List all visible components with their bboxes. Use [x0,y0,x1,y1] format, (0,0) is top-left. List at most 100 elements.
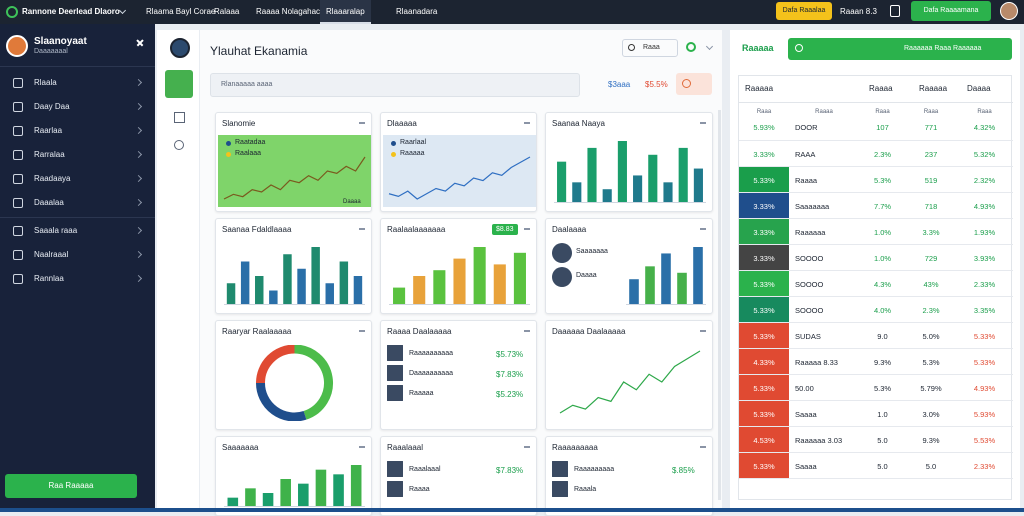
menu-label: Rarralaa [34,150,65,159]
bar [227,497,239,507]
item-name: Raaalaaal [409,466,441,473]
card-menu[interactable] [359,446,365,448]
search-text: Raaaaaa Raaa Raaaaaa [904,45,982,52]
bar [473,247,486,305]
legend-label: Raaaaa [400,150,425,157]
card-menu[interactable] [700,122,706,124]
table-cell: 3.93% [973,254,996,263]
chevron [134,274,143,283]
menu-item[interactable]: Rlaala [0,73,155,93]
card-menu[interactable] [524,228,530,230]
card-menu[interactable] [700,228,706,230]
table-row[interactable]: 4.53% Raaaaaa 3.03 5.0 9.3% 5.53% [739,427,1013,453]
table-cell: 5.33% [973,332,996,341]
icon [890,5,900,17]
nav-tab[interactable]: Rlaama Bayl Corae [146,7,216,16]
nav-tab[interactable]: Ralaaa [214,7,240,16]
menu-item[interactable]: Daay Daa [0,97,155,117]
table-row[interactable]: 3.33% Saaaaaaa 7.7% 718 4.93% [739,193,1013,219]
card-menu[interactable] [359,228,365,230]
tool-icon[interactable] [174,112,185,123]
table-row[interactable]: 5.33% Raaaa 5.3% 519 2.32% [739,167,1013,193]
table-row[interactable]: 5.33% SOOOO 4.0% 2.3% 3.35% [739,297,1013,323]
main-panel: Ylauhat Ekanamia Raaa Rlanaaaaa aaaa $3aaa $… [200,30,722,516]
donut-slice [256,345,295,384]
card: Saanaa Naaya [545,112,713,212]
chart [224,465,365,507]
main-title: Ylauhat Ekanamia [210,44,308,58]
table-cell: 5.93% [973,410,996,419]
menu-item[interactable]: Rarralaa [0,145,155,165]
table-row[interactable]: 3.33% Raaaaaa 1.0% 3.3% 1.93% [739,219,1013,245]
table-row[interactable]: 5.93% DOOR 107 771 4.32% [739,117,1013,141]
filter[interactable]: Raaa [622,39,678,57]
card-menu[interactable] [524,446,530,448]
chevron [134,198,143,207]
nav-tab[interactable]: Rlaaaralap [320,0,371,24]
card: Daaaaaa Daalaaaaa [545,320,713,430]
table-row[interactable]: 5.33% SOOOO 4.3% 43% 2.33% [739,271,1013,297]
menu-item[interactable]: Daaalaa [0,193,155,213]
card-menu[interactable] [700,446,706,448]
menu-item[interactable]: Raadaaya [0,169,155,189]
table-row[interactable]: 4.33% Raaaaa 8.33 9.3% 5.3% 5.33% [739,349,1013,375]
column-header[interactable]: Raaaa [869,84,893,93]
menu-item[interactable]: Naalraaal [0,245,155,265]
table-row[interactable]: 3.33% SOOOO 1.0% 729 3.93% [739,245,1013,271]
card: Raaalaaal Raaalaaal $7.83% Raaaa [380,436,537,516]
legend-dot [391,141,396,146]
table-row[interactable]: 5.33% 50.00 5.3% 5.79% 4.93% [739,375,1013,401]
menu-item[interactable]: Rannlaa [0,269,155,289]
top-bar: Rannone Deerlead Dlaoro Rlaama Bayl Corae… [0,0,1024,24]
nav-tab[interactable]: Raaaa Nolagahach [256,7,325,16]
nav-tab[interactable]: Rlaanadara [396,7,438,16]
search-icon[interactable] [686,42,696,52]
card: Saaaaaaa [215,436,372,516]
menu-item[interactable]: Raarlaa [0,121,155,141]
table-cell: 4.93% [973,202,996,211]
search-bar[interactable]: Rlanaaaaa aaaa [210,73,580,97]
menu-label: Daay Daa [34,102,70,111]
alert-button[interactable] [676,73,712,95]
card-menu[interactable] [700,330,706,332]
card-menu[interactable] [359,330,365,332]
header-line [739,102,1013,103]
bar [678,147,688,203]
table-row[interactable]: 3.33% RAAA 2.3% 237 5.32% [739,141,1013,167]
panel-search[interactable]: Raaaaaa Raaa Raaaaaa [788,38,1012,60]
warn-button[interactable]: Dafa Raaalaa [776,2,832,20]
column-header[interactable]: Raaaaa [745,84,774,93]
card-menu[interactable] [524,122,530,124]
chart [554,141,706,203]
line [223,156,366,200]
action-button[interactable]: Dafa Raaaamana [911,1,991,21]
table-cell: 4.93% [973,384,996,393]
table-row[interactable]: 5.33% Saaaa 5.0 5.0 2.33% [739,453,1013,479]
table-cell: 5.32% [973,150,996,159]
table-row[interactable]: 5.33% SUDAS 9.0 5.0% 5.33% [739,323,1013,349]
filter-icon [628,44,635,51]
menu-label: Daaalaa [34,198,64,207]
row-badge [739,349,789,374]
bar [693,168,703,203]
subheader: Raaa [756,109,772,115]
card-menu[interactable] [524,330,530,332]
column-header[interactable]: Raaaaa [919,84,948,93]
item-name: Raaaaaaaaaa [409,350,453,357]
menu-item[interactable]: Saaala raaa [0,221,155,241]
avatar[interactable] [1000,2,1018,20]
sidebar-button[interactable]: Raa Raaaaa [5,474,137,498]
tool-active[interactable] [165,70,193,98]
item-avatar [552,461,568,477]
card-menu[interactable] [359,122,365,124]
chevron [134,174,143,183]
table-cell: 4.3% [873,280,892,289]
table-row[interactable]: 5.33% Saaaa 1.0 3.0% 5.93% [739,401,1013,427]
tool-search[interactable] [174,140,184,150]
table-cell: 771 [924,123,938,132]
panel-label: Raaaaa [742,43,774,53]
column-header[interactable]: Daaaa [967,84,991,93]
table-cell: 1.93% [973,228,996,237]
table-cell: SOOOO [795,280,824,289]
table-cell: 5.33% [753,176,775,185]
